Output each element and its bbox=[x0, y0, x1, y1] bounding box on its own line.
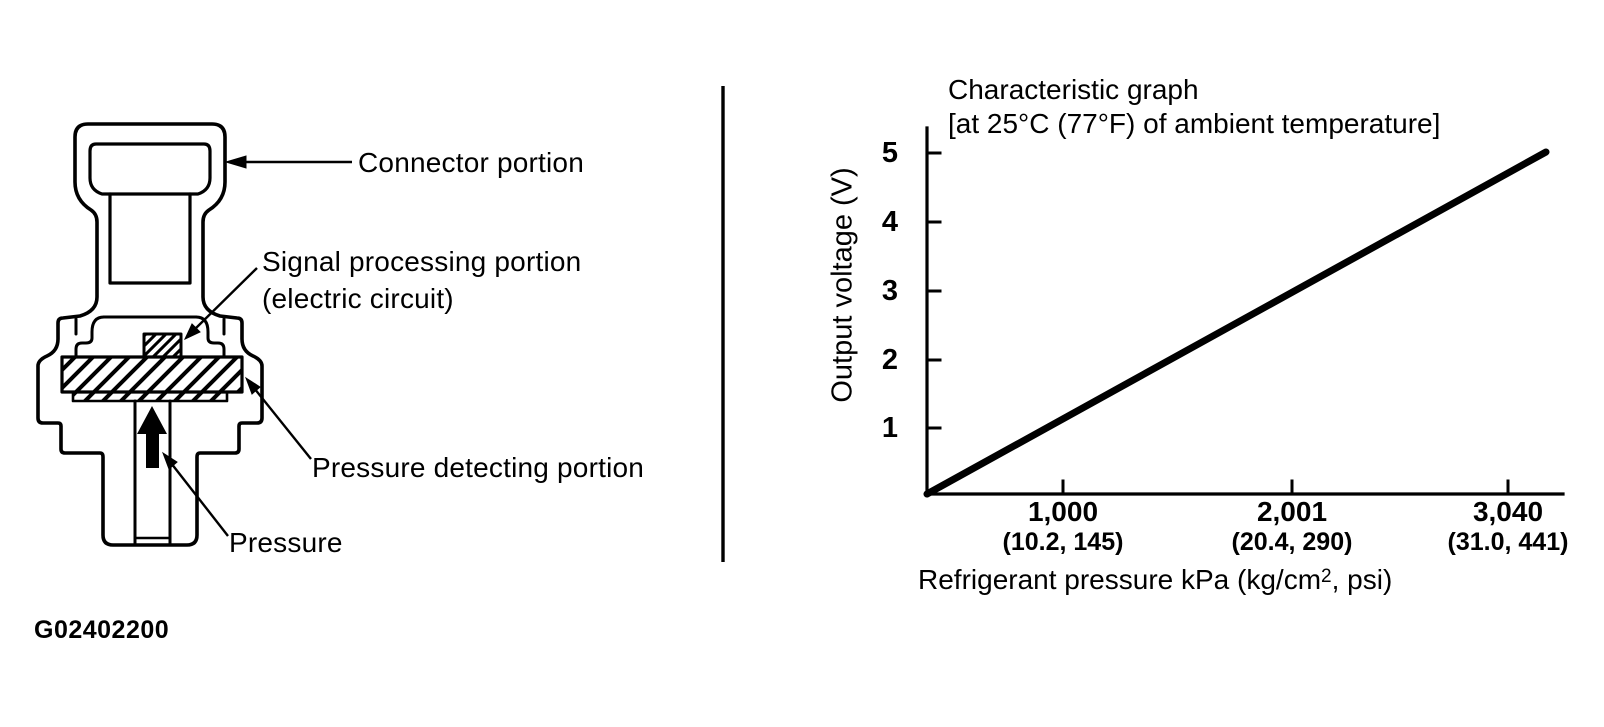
x-tick-group-2001: 2,001 (20.4, 290) bbox=[1192, 497, 1392, 556]
connector-portion-label: Connector portion bbox=[358, 147, 584, 178]
sensor-outer-contour bbox=[36, 122, 264, 547]
y-axis-label: Output voltage (V) bbox=[826, 167, 859, 403]
x-tick-kpa-1000: 1,000 bbox=[1027, 496, 1099, 527]
sensor-cross-section bbox=[36, 122, 264, 547]
connector-inner-cavity bbox=[88, 142, 212, 196]
y-tick-label-2: 2 bbox=[881, 344, 898, 376]
detecting-leader-line bbox=[253, 387, 312, 460]
chart-title: Characteristic graph bbox=[948, 74, 1199, 105]
y-tick-label-1: 1 bbox=[881, 412, 898, 444]
detecting-leader-arrowhead-icon bbox=[245, 376, 261, 395]
x-tick-converted-1000: (10.2, 145) bbox=[1002, 528, 1124, 556]
housing-interior-left bbox=[74, 315, 106, 358]
y-tick-label-4: 4 bbox=[881, 206, 898, 238]
x-tick-converted-2001: (20.4, 290) bbox=[1231, 528, 1353, 556]
x-axis-ticks bbox=[1061, 479, 1510, 495]
output-voltage-data-line bbox=[923, 148, 1550, 498]
x-tick-group-1000: 1,000 (10.2, 145) bbox=[963, 497, 1163, 556]
figure-id: G02402200 bbox=[34, 616, 170, 644]
housing-interior-right bbox=[194, 315, 226, 358]
x-tick-kpa-3040: 3,040 bbox=[1472, 496, 1544, 527]
leader-lines bbox=[162, 155, 352, 537]
x-tick-converted-3040: (31.0, 441) bbox=[1447, 528, 1569, 556]
y-tick-label-5: 5 bbox=[881, 137, 898, 169]
connector-leader-arrowhead-icon bbox=[224, 155, 247, 169]
x-axis-label-post: , psi) bbox=[1331, 564, 1393, 595]
pressure-up-arrow-icon bbox=[137, 406, 167, 468]
pressure-leader-arrowhead-icon bbox=[162, 451, 178, 470]
pressure-detecting-portion-label: Pressure detecting portion bbox=[312, 452, 645, 483]
y-axis-ticks bbox=[926, 151, 942, 430]
x-axis-label: Refrigerant pressure kPa (kg/cm2, psi) bbox=[918, 564, 1392, 596]
signal-processing-chip bbox=[142, 332, 183, 359]
x-axis-label-sup: 2 bbox=[1321, 566, 1332, 587]
signal-processing-label-line2: (electric circuit) bbox=[262, 283, 454, 314]
pressure-leader-line bbox=[170, 462, 229, 537]
signal-leader-arrowhead-icon bbox=[183, 323, 201, 341]
x-tick-group-3040: 3,040 (31.0, 441) bbox=[1408, 497, 1604, 556]
signal-processing-label-line1: Signal processing portion bbox=[262, 246, 582, 277]
x-axis-label-pre: Refrigerant pressure kPa (kg/cm bbox=[918, 564, 1322, 595]
chart-subtitle: [at 25°C (77°F) of ambient temperature] bbox=[948, 108, 1441, 139]
characteristic-graph bbox=[923, 126, 1565, 498]
x-tick-kpa-2001: 2,001 bbox=[1256, 496, 1328, 527]
pressure-detecting-plate bbox=[60, 355, 244, 394]
pressure-label: Pressure bbox=[229, 527, 343, 558]
signal-leader-line bbox=[193, 267, 258, 331]
y-tick-label-3: 3 bbox=[881, 275, 898, 307]
pressure-detecting-plate-lower bbox=[71, 390, 229, 403]
connector-inner-neck bbox=[108, 192, 192, 285]
